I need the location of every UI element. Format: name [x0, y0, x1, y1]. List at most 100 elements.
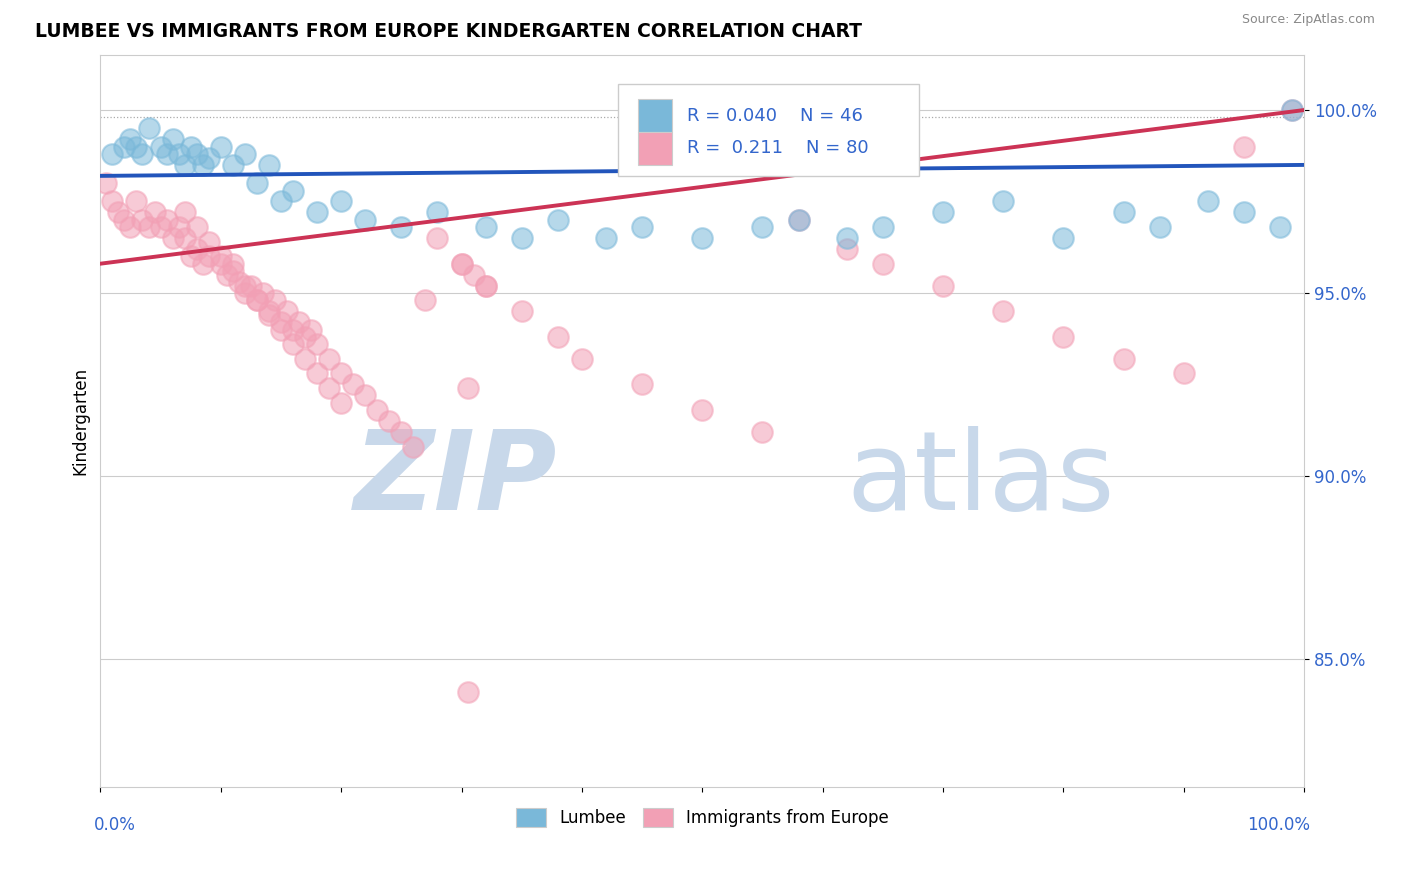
Point: [186, 242, 208, 256]
Point: [257, 158, 280, 172]
Point: [167, 147, 190, 161]
Point: [690, 231, 713, 245]
Point: [993, 304, 1015, 318]
Point: [197, 151, 219, 165]
Point: [270, 315, 292, 329]
Point: [162, 231, 184, 245]
Point: [101, 147, 124, 161]
Point: [186, 220, 208, 235]
Point: [138, 121, 160, 136]
Point: [228, 275, 250, 289]
Point: [281, 337, 304, 351]
Point: [180, 249, 202, 263]
Point: [209, 249, 232, 263]
Point: [1173, 367, 1195, 381]
Point: [246, 176, 269, 190]
Point: [107, 205, 129, 219]
Text: R = 0.040    N = 46: R = 0.040 N = 46: [686, 107, 862, 125]
Point: [264, 293, 287, 308]
Point: [155, 212, 177, 227]
Point: [257, 304, 280, 318]
Point: [131, 212, 153, 227]
Point: [474, 278, 496, 293]
Point: [342, 377, 364, 392]
Point: [547, 212, 569, 227]
Point: [1268, 220, 1291, 235]
Point: [191, 158, 214, 172]
Point: [366, 403, 388, 417]
Legend: Lumbee, Immigrants from Europe: Lumbee, Immigrants from Europe: [509, 801, 896, 833]
Point: [173, 158, 195, 172]
Point: [270, 194, 292, 209]
Point: [1233, 139, 1256, 153]
Point: [197, 235, 219, 249]
Point: [143, 205, 166, 219]
Point: [510, 304, 533, 318]
FancyBboxPatch shape: [638, 132, 672, 164]
Point: [305, 367, 328, 381]
Point: [1281, 103, 1303, 117]
Point: [450, 257, 472, 271]
Point: [222, 264, 245, 278]
Point: [354, 212, 377, 227]
Point: [222, 257, 245, 271]
Point: [1052, 330, 1074, 344]
Point: [120, 132, 142, 146]
Point: [222, 158, 245, 172]
Point: [281, 322, 304, 336]
Point: [389, 425, 412, 439]
Point: [872, 257, 894, 271]
Point: [120, 220, 142, 235]
Point: [167, 220, 190, 235]
Point: [257, 308, 280, 322]
Point: [787, 212, 810, 227]
Point: [131, 147, 153, 161]
Point: [209, 257, 232, 271]
FancyBboxPatch shape: [638, 99, 672, 132]
Point: [149, 139, 172, 153]
Point: [125, 194, 148, 209]
Point: [180, 139, 202, 153]
Point: [378, 414, 401, 428]
Point: [173, 231, 195, 245]
Point: [197, 249, 219, 263]
Text: Source: ZipAtlas.com: Source: ZipAtlas.com: [1241, 13, 1375, 27]
Point: [233, 278, 256, 293]
Point: [1112, 351, 1135, 366]
Point: [239, 278, 262, 293]
Point: [457, 381, 479, 395]
Point: [173, 205, 195, 219]
Point: [252, 285, 274, 300]
Point: [1149, 220, 1171, 235]
Point: [318, 351, 340, 366]
Point: [354, 388, 377, 402]
Point: [690, 403, 713, 417]
Point: [288, 315, 311, 329]
Point: [426, 205, 449, 219]
Point: [112, 212, 135, 227]
Point: [294, 351, 316, 366]
Point: [426, 231, 449, 245]
Point: [215, 268, 238, 282]
Point: [872, 220, 894, 235]
Point: [246, 293, 269, 308]
Text: atlas: atlas: [846, 426, 1115, 533]
Point: [835, 231, 858, 245]
Point: [415, 293, 437, 308]
Point: [571, 351, 593, 366]
Point: [330, 194, 353, 209]
Point: [450, 257, 472, 271]
Point: [595, 231, 617, 245]
Point: [112, 139, 135, 153]
Point: [246, 293, 269, 308]
Text: ZIP: ZIP: [354, 426, 558, 533]
Point: [305, 337, 328, 351]
Point: [233, 147, 256, 161]
Point: [402, 440, 425, 454]
Point: [932, 205, 955, 219]
Text: LUMBEE VS IMMIGRANTS FROM EUROPE KINDERGARTEN CORRELATION CHART: LUMBEE VS IMMIGRANTS FROM EUROPE KINDERG…: [35, 22, 862, 41]
Point: [299, 322, 322, 336]
Point: [787, 212, 810, 227]
Point: [96, 176, 118, 190]
Point: [547, 330, 569, 344]
